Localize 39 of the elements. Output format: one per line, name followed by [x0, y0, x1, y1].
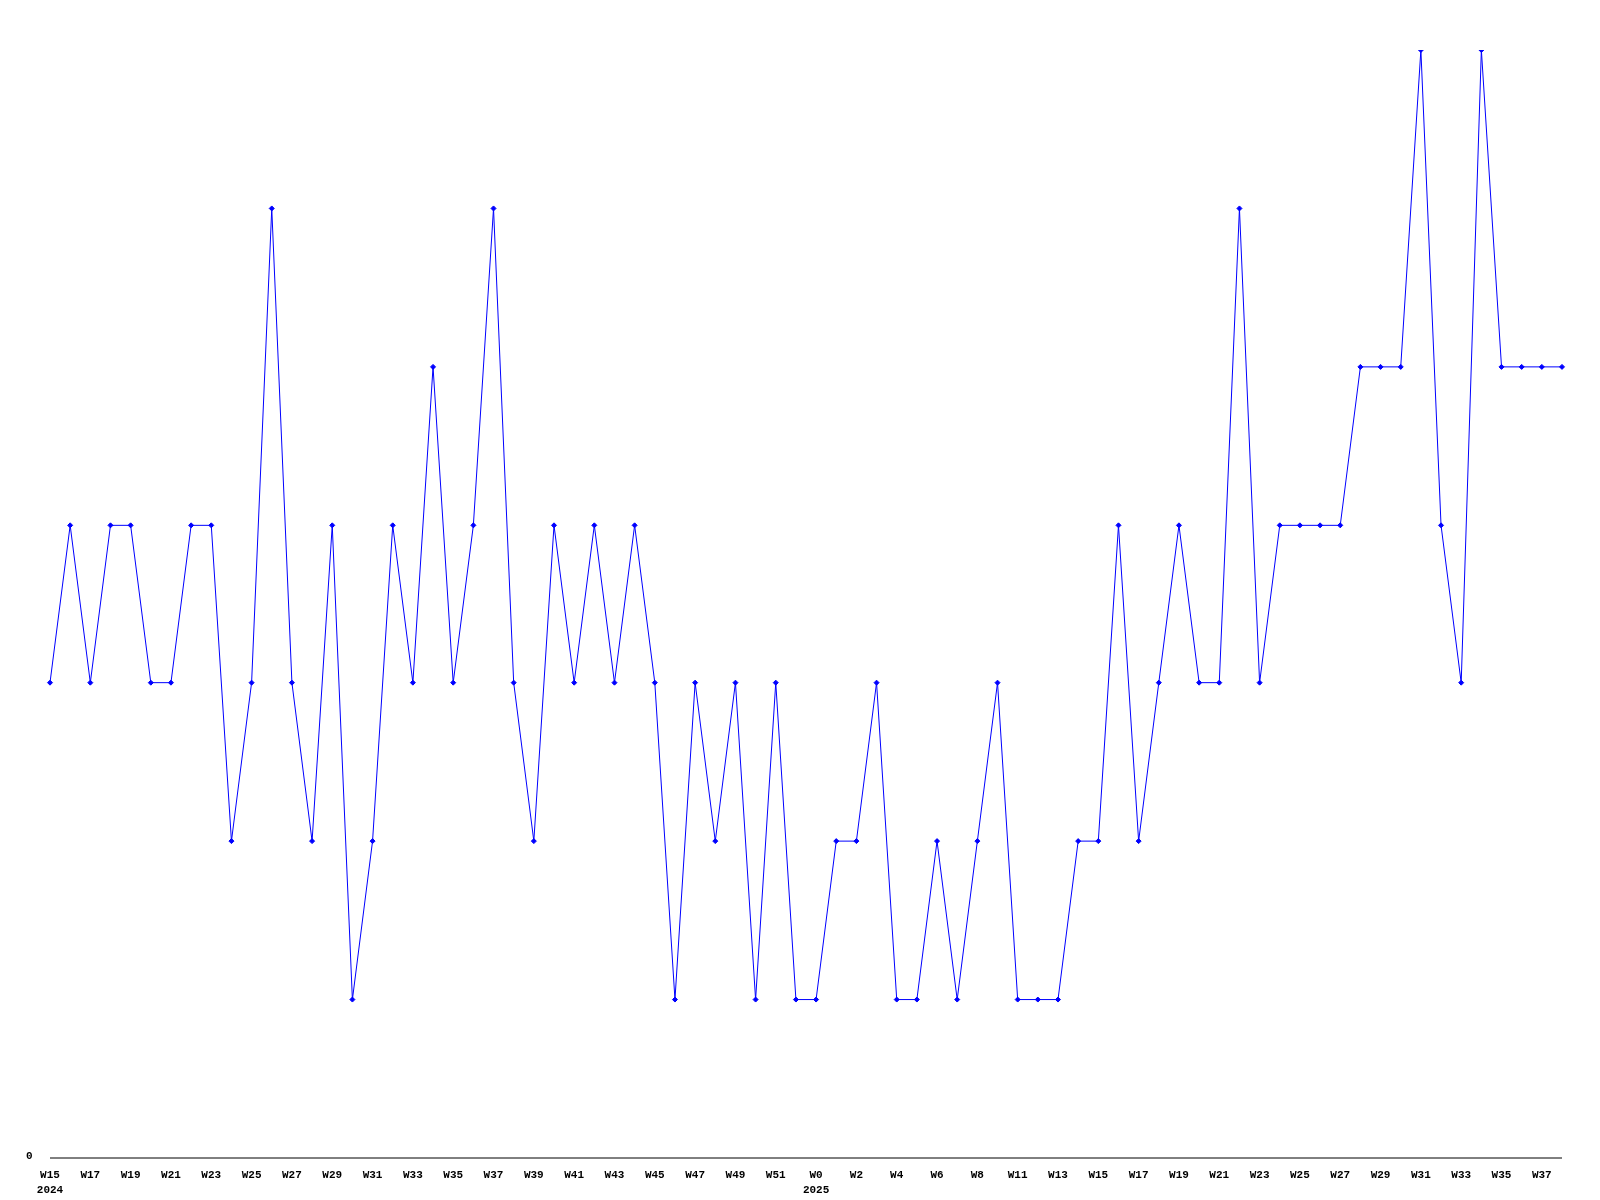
x-tick-label: W21	[161, 1169, 182, 1181]
x-tick-label: W25	[241, 1169, 262, 1181]
x-tick-label: W45	[644, 1169, 666, 1181]
x-tick-label: W37	[483, 1169, 504, 1181]
x-tick-label: W15 2024	[36, 1169, 64, 1196]
text: 0	[26, 1150, 33, 1162]
x-tick-label: W8	[970, 1169, 985, 1181]
x-tick-label: W47	[685, 1169, 706, 1181]
x-tick-label: W13	[1048, 1169, 1069, 1181]
x-tick-label: W6	[930, 1169, 944, 1181]
x-tick-label: W35	[1491, 1169, 1512, 1181]
x-tick-label: W17	[80, 1169, 101, 1181]
x-tick-label: W15	[1088, 1169, 1109, 1181]
x-tick-label: W23	[1249, 1169, 1270, 1181]
x-tick-label: W29	[322, 1169, 343, 1181]
x-tick-label: W43	[604, 1169, 625, 1181]
x-tick-label: W27	[282, 1169, 302, 1181]
x-tick-label: W25	[1290, 1169, 1311, 1181]
x-tick-label: W39	[523, 1169, 544, 1181]
x-tick-label: W11	[1007, 1169, 1028, 1181]
x-tick-label: W17	[1128, 1169, 1149, 1181]
x-tick-label: W4	[890, 1169, 904, 1181]
x-tick-label: W2	[849, 1169, 863, 1181]
x-tick-label: W51	[765, 1169, 787, 1181]
x-tick-label: W29	[1370, 1169, 1391, 1181]
x-tick-label: W23	[201, 1169, 222, 1181]
x-tick-label: W49	[725, 1169, 746, 1181]
x-tick-label: W37	[1531, 1169, 1552, 1181]
x-tick-label: W31	[1410, 1169, 1432, 1181]
x-tick-label: W19	[120, 1169, 141, 1181]
x-tick-label: W27	[1330, 1169, 1351, 1181]
x-tick-label: W33	[1451, 1169, 1472, 1181]
x-tick-label: W19	[1169, 1169, 1189, 1181]
x-tick-label: W0 2025	[802, 1169, 830, 1196]
x-tick-label: W41	[564, 1169, 585, 1181]
x-tick-label: W35	[443, 1169, 464, 1181]
x-tick-label: W31	[362, 1169, 383, 1181]
x-tick-label: W33	[402, 1169, 424, 1181]
x-tick-label: W21	[1209, 1169, 1230, 1181]
